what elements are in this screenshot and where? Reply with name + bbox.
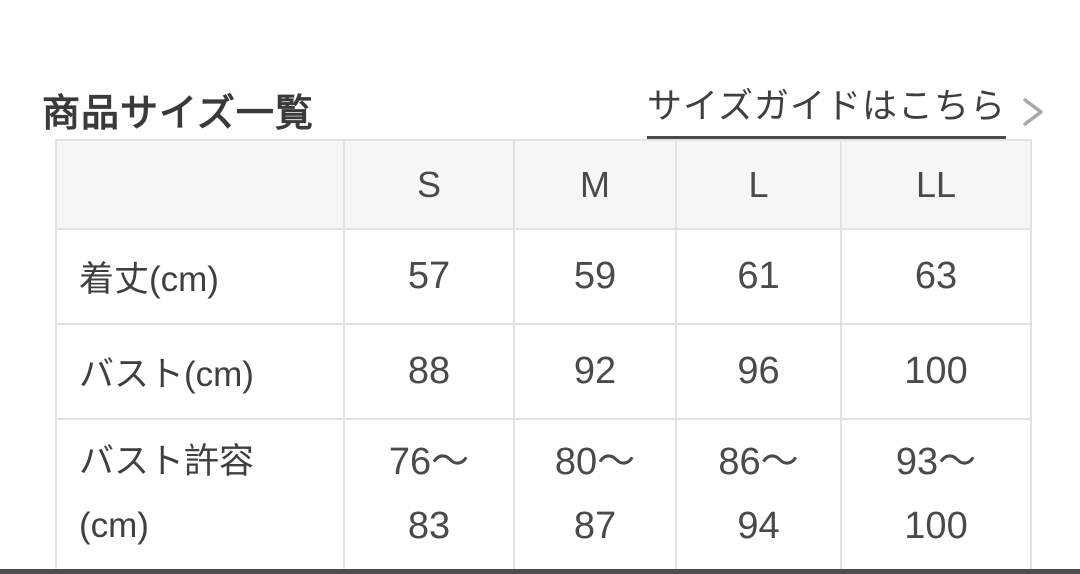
size-value: 86〜 94 xyxy=(675,418,842,574)
size-value: 76〜 83 xyxy=(343,418,515,574)
row-label: バスト許容 (cm) xyxy=(55,418,345,574)
column-header-s: S xyxy=(343,139,515,230)
size-value: 57 xyxy=(343,228,515,325)
size-guide-link-label[interactable]: サイズガイドはこちら xyxy=(647,85,1006,139)
size-value: 61 xyxy=(675,228,842,325)
section-header: 商品サイズ一覧 サイズガイドはこちら xyxy=(0,0,1080,139)
row-label: バスト(cm) xyxy=(55,323,345,420)
chevron-right-icon xyxy=(1020,92,1046,132)
table-row-bust: バスト(cm) 88 92 96 100 xyxy=(55,323,1032,420)
size-value: 100 xyxy=(840,323,1032,420)
section-divider-bar xyxy=(0,569,1080,574)
page-title: 商品サイズ一覧 xyxy=(42,92,314,135)
corner-cell xyxy=(55,139,345,230)
size-value: 92 xyxy=(513,323,677,420)
size-value: 93〜 100 xyxy=(840,418,1032,574)
row-label: 着丈(cm) xyxy=(55,228,345,325)
column-header-ll: LL xyxy=(840,139,1032,230)
size-value: 96 xyxy=(675,323,842,420)
table-row-bust-allowance: バスト許容 (cm) 76〜 83 80〜 87 86〜 94 93〜 100 xyxy=(55,418,1032,574)
column-header-m: M xyxy=(513,139,677,230)
size-value: 59 xyxy=(513,228,677,325)
size-guide-link[interactable]: サイズガイドはこちら xyxy=(647,85,1046,139)
size-value: 80〜 87 xyxy=(513,418,677,574)
size-value: 63 xyxy=(840,228,1032,325)
column-header-l: L xyxy=(675,139,842,230)
size-table-header-row: S M L LL xyxy=(55,139,1032,230)
size-value: 88 xyxy=(343,323,515,420)
size-table: S M L LL 着丈(cm) 57 59 61 63 バスト(cm) 88 9… xyxy=(55,139,1032,574)
table-row-length: 着丈(cm) 57 59 61 63 xyxy=(55,228,1032,325)
